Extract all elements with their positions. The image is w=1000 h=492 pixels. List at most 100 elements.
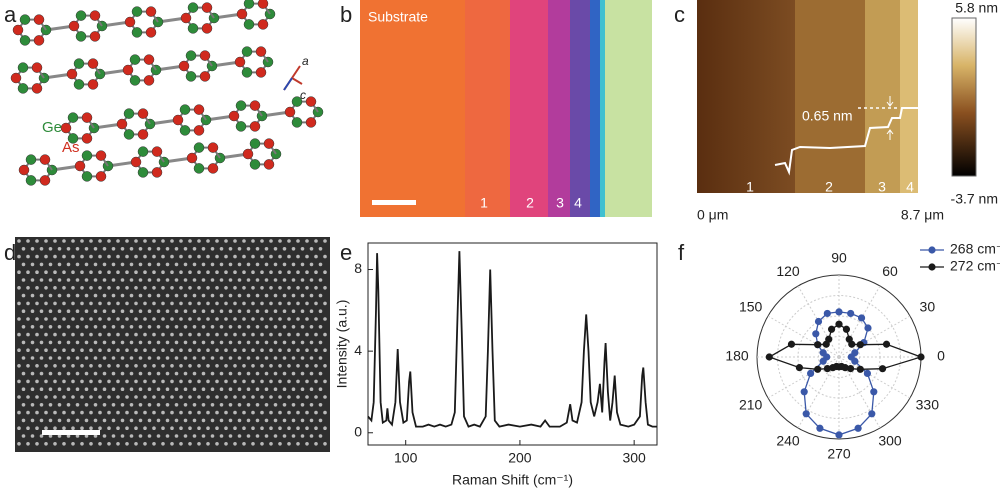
lattice-dot <box>120 434 125 438</box>
lattice-dot <box>287 332 291 337</box>
lattice-dot <box>53 426 57 431</box>
lattice-dot <box>291 371 296 376</box>
lattice-dot <box>116 348 120 353</box>
lattice-dot <box>210 325 215 329</box>
lattice-dot <box>215 317 219 321</box>
lattice-dot <box>44 286 48 290</box>
atom <box>249 159 261 170</box>
atom <box>33 14 45 25</box>
lattice-dot <box>66 309 71 314</box>
lattice-dot <box>206 348 210 353</box>
lattice-dot <box>120 340 125 345</box>
lattice-dot <box>17 426 21 431</box>
lattice-dot <box>237 434 242 438</box>
lattice-dot <box>53 442 57 446</box>
lattice-dot <box>233 410 237 415</box>
lattice-dot <box>206 254 210 259</box>
lattice-dot <box>111 403 116 407</box>
lattice-dot <box>116 270 120 275</box>
lattice-dot <box>26 270 30 275</box>
lattice-dot <box>147 293 152 298</box>
lattice-dot <box>183 387 188 392</box>
lattice-dot <box>53 395 57 399</box>
panel-letter: b <box>340 2 352 27</box>
atom <box>33 35 45 46</box>
lattice-dot <box>291 434 296 438</box>
lattice-dot <box>17 379 21 384</box>
lattice-dot <box>156 356 161 360</box>
lattice-dot <box>273 434 278 438</box>
polar-point <box>847 309 855 318</box>
lattice-dot <box>129 356 134 360</box>
lattice-dot <box>30 418 35 423</box>
lattice-dot <box>102 293 107 298</box>
lattice-dot <box>174 434 179 438</box>
lattice-dot <box>206 379 210 384</box>
lattice-dot <box>120 356 125 360</box>
atom <box>235 100 247 111</box>
lattice-dot <box>296 395 300 399</box>
lattice-dot <box>26 317 30 321</box>
polar-point <box>814 365 822 373</box>
lattice-dot <box>35 332 39 337</box>
atom <box>95 171 107 182</box>
atom <box>255 67 267 78</box>
lattice-dot <box>26 426 30 431</box>
lattice-dot <box>318 403 323 407</box>
lattice-dot <box>80 395 84 399</box>
angle-label: 30 <box>920 299 936 315</box>
lattice-dot <box>152 301 156 306</box>
lattice-dot <box>30 278 35 282</box>
step-label: 0.65 nm <box>802 108 853 124</box>
lattice-dot <box>107 426 111 431</box>
lattice-dot <box>71 364 75 368</box>
lattice-dot <box>89 442 93 446</box>
lattice-dot <box>323 332 327 337</box>
lattice-dot <box>174 356 179 360</box>
lattice-dot <box>39 309 44 314</box>
atom <box>131 27 143 38</box>
lattice-dot <box>165 356 170 360</box>
lattice-dot <box>237 387 242 392</box>
lattice-dot <box>39 371 44 376</box>
lattice-dot <box>219 262 224 267</box>
lattice-dot <box>152 395 156 399</box>
lattice-dot <box>291 340 296 345</box>
lattice-dot <box>35 426 39 431</box>
lattice-dot <box>75 309 80 314</box>
lattice-dot <box>66 356 71 360</box>
lattice-dot <box>188 442 192 446</box>
lattice-dot <box>251 270 255 275</box>
lattice-dot <box>62 254 66 259</box>
lattice-dot <box>44 364 48 368</box>
lattice-dot <box>323 286 327 290</box>
polar-point <box>812 330 820 338</box>
polar-point <box>851 357 859 365</box>
lattice-dot <box>125 317 129 321</box>
lattice-dot <box>138 293 143 298</box>
lattice-dot <box>80 426 84 431</box>
lattice-dot <box>260 317 264 321</box>
lattice-dot <box>98 379 102 384</box>
lattice-dot <box>201 309 206 314</box>
lattice-dot <box>179 317 183 321</box>
lattice-dot <box>152 254 156 259</box>
lattice-dot <box>201 387 206 392</box>
lattice-dot <box>152 364 156 368</box>
lattice-dot <box>143 379 147 384</box>
lattice-dot <box>39 434 44 438</box>
lattice-dot <box>129 340 134 345</box>
lattice-dot <box>278 395 282 399</box>
lattice-dot <box>183 434 188 438</box>
lattice-dot <box>84 356 89 360</box>
atom <box>201 2 213 13</box>
lattice-dot <box>282 371 287 376</box>
atom <box>241 46 253 57</box>
lattice-dot <box>282 403 287 407</box>
lattice-dot <box>179 426 183 431</box>
lattice-dot <box>138 278 143 282</box>
label-ge: Ge <box>42 119 62 136</box>
lattice-dot <box>165 340 170 345</box>
lattice-dot <box>84 403 89 407</box>
lattice-dot <box>246 293 251 298</box>
